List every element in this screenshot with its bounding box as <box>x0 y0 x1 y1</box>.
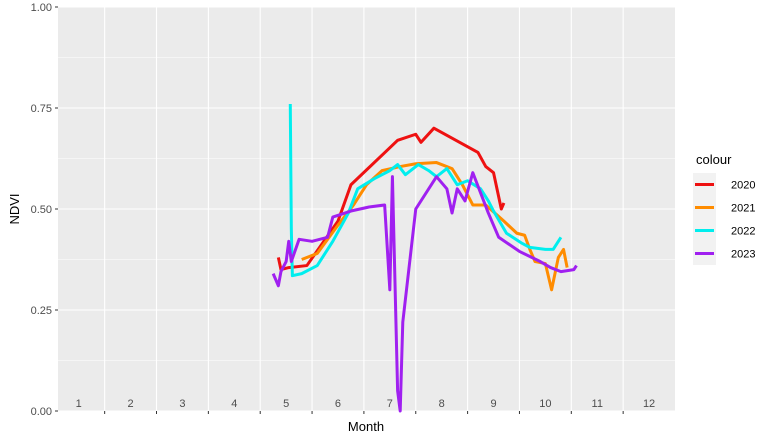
month-label: 5 <box>283 398 289 410</box>
month-labels: 1 2 3 4 5 6 7 8 9 10 11 12 <box>76 398 656 410</box>
legend-label-2023: 2023 <box>731 249 755 261</box>
x-axis <box>104 411 624 414</box>
month-label: 4 <box>231 398 237 410</box>
legend-title: colour <box>696 152 732 167</box>
month-label: 11 <box>592 398 603 410</box>
month-label: 3 <box>179 398 185 410</box>
y-tick-label: 1.00 <box>31 2 52 14</box>
series-line-2020 <box>276 126 506 272</box>
y-tick-label: 0.00 <box>31 406 52 418</box>
y-axis-title: NDVI <box>7 193 22 224</box>
month-label: 2 <box>128 398 134 410</box>
month-label: 8 <box>439 398 445 410</box>
y-tick-label: 0.25 <box>31 305 52 317</box>
y-tick-label: 0.75 <box>31 103 52 115</box>
x-axis-title: Month <box>348 419 384 434</box>
month-label: 7 <box>387 398 393 410</box>
legend-label-2021: 2021 <box>731 203 755 215</box>
month-label: 12 <box>643 398 655 410</box>
month-label: 6 <box>335 398 341 410</box>
month-label: 1 <box>76 398 82 410</box>
series-line-2023 <box>271 171 578 413</box>
y-axis: 0.00 0.25 0.50 0.75 1.00 <box>31 2 58 418</box>
month-label: 10 <box>539 398 551 410</box>
series-line-2022 <box>288 103 563 278</box>
legend-label-2022: 2022 <box>731 226 755 238</box>
legend-label-2020: 2020 <box>731 180 755 192</box>
series-lines <box>271 103 578 413</box>
y-tick-label: 0.50 <box>31 204 52 216</box>
legend: colour 2020 2021 2022 2023 <box>693 152 755 265</box>
month-label: 9 <box>490 398 496 410</box>
series-line-2021 <box>301 161 569 292</box>
grid-minor <box>58 57 675 361</box>
